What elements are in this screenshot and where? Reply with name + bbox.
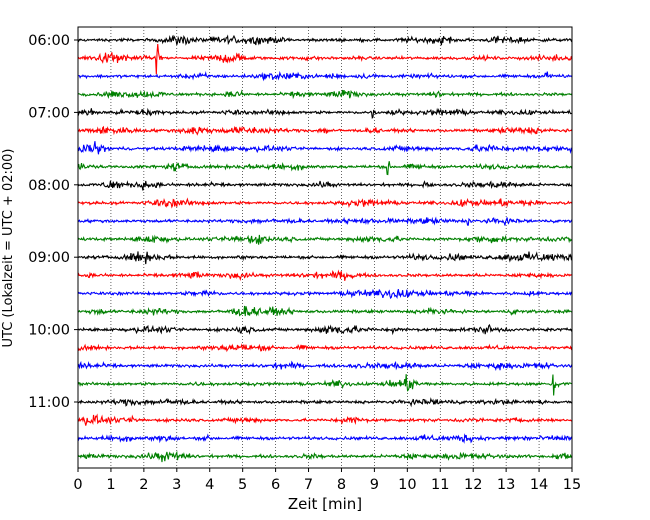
y-axis-ticks: 06:00 07:00 08:00 09:00 10:00 11:00 <box>28 33 78 411</box>
y-tick-label: 11:00 <box>28 395 70 411</box>
trace-0830 <box>77 216 573 226</box>
trace-0700 <box>77 107 573 120</box>
trace-0730 <box>77 141 573 155</box>
x-tick-label: 7 <box>304 477 313 493</box>
trace-1115 <box>77 413 573 426</box>
plot-area <box>78 27 572 468</box>
trace-1015 <box>77 343 573 353</box>
trace-0900 <box>77 251 573 265</box>
y-tick-label: 08:00 <box>28 178 70 194</box>
trace-0930 <box>77 288 573 300</box>
trace-0630 <box>77 70 573 82</box>
trace-1045 <box>77 374 573 396</box>
y-tick-label: 06:00 <box>28 33 70 49</box>
seismic-traces <box>77 34 573 463</box>
x-axis-label: Zeit [min] <box>288 495 362 513</box>
trace-0745 <box>77 161 573 176</box>
x-axis-ticks: 0 1 2 3 4 5 6 7 8 9 10 11 12 13 14 15 <box>73 468 581 493</box>
x-tick-label: 13 <box>497 477 515 493</box>
x-tick-label: 12 <box>464 477 482 493</box>
x-tick-label: 0 <box>73 477 82 493</box>
trace-0945 <box>77 305 573 317</box>
trace-1145 <box>77 450 573 463</box>
trace-1130 <box>77 433 573 444</box>
y-axis-label: UTC (Lokalzeit = UTC + 02:00) <box>1 149 16 348</box>
trace-0845 <box>77 234 573 245</box>
x-tick-label: 3 <box>172 477 181 493</box>
x-tick-label: 4 <box>205 477 214 493</box>
plot-frame <box>77 26 573 469</box>
x-tick-label: 8 <box>337 477 346 493</box>
trace-0715 <box>77 125 573 136</box>
trace-1030 <box>77 360 573 372</box>
y-tick-label: 10:00 <box>28 323 70 339</box>
trace-0645 <box>77 89 573 100</box>
trace-0600 <box>77 34 573 46</box>
trace-0815 <box>77 197 573 209</box>
x-tick-label: 1 <box>106 477 115 493</box>
x-tick-label: 9 <box>370 477 379 493</box>
x-tick-label: 2 <box>139 477 148 493</box>
y-tick-label: 07:00 <box>28 105 70 121</box>
x-tick-label: 14 <box>530 477 548 493</box>
trace-1100 <box>77 397 573 408</box>
x-tick-label: 11 <box>431 477 449 493</box>
x-tick-label: 15 <box>563 477 581 493</box>
trace-1000 <box>77 323 573 336</box>
x-tick-label: 10 <box>398 477 416 493</box>
trace-0800 <box>77 180 573 191</box>
trace-0915 <box>77 269 573 281</box>
x-tick-label: 5 <box>238 477 247 493</box>
x-tick-label: 6 <box>271 477 280 493</box>
y-tick-label: 09:00 <box>28 250 70 266</box>
trace-0615 <box>77 43 573 75</box>
